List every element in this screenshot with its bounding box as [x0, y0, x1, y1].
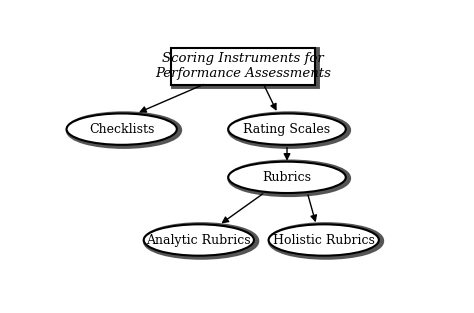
Text: Rubrics: Rubrics: [263, 171, 311, 184]
Text: Scoring Instruments for
Performance Assessments: Scoring Instruments for Performance Asse…: [155, 53, 331, 80]
FancyBboxPatch shape: [171, 49, 315, 85]
Ellipse shape: [269, 224, 379, 256]
Text: Analytic Rubrics: Analytic Rubrics: [146, 233, 251, 247]
Ellipse shape: [228, 114, 346, 145]
Text: Rating Scales: Rating Scales: [244, 123, 330, 136]
Text: Holistic Rubrics: Holistic Rubrics: [273, 233, 374, 247]
Ellipse shape: [144, 224, 254, 256]
Ellipse shape: [66, 114, 177, 145]
Text: Checklists: Checklists: [89, 123, 155, 136]
Ellipse shape: [228, 162, 346, 193]
